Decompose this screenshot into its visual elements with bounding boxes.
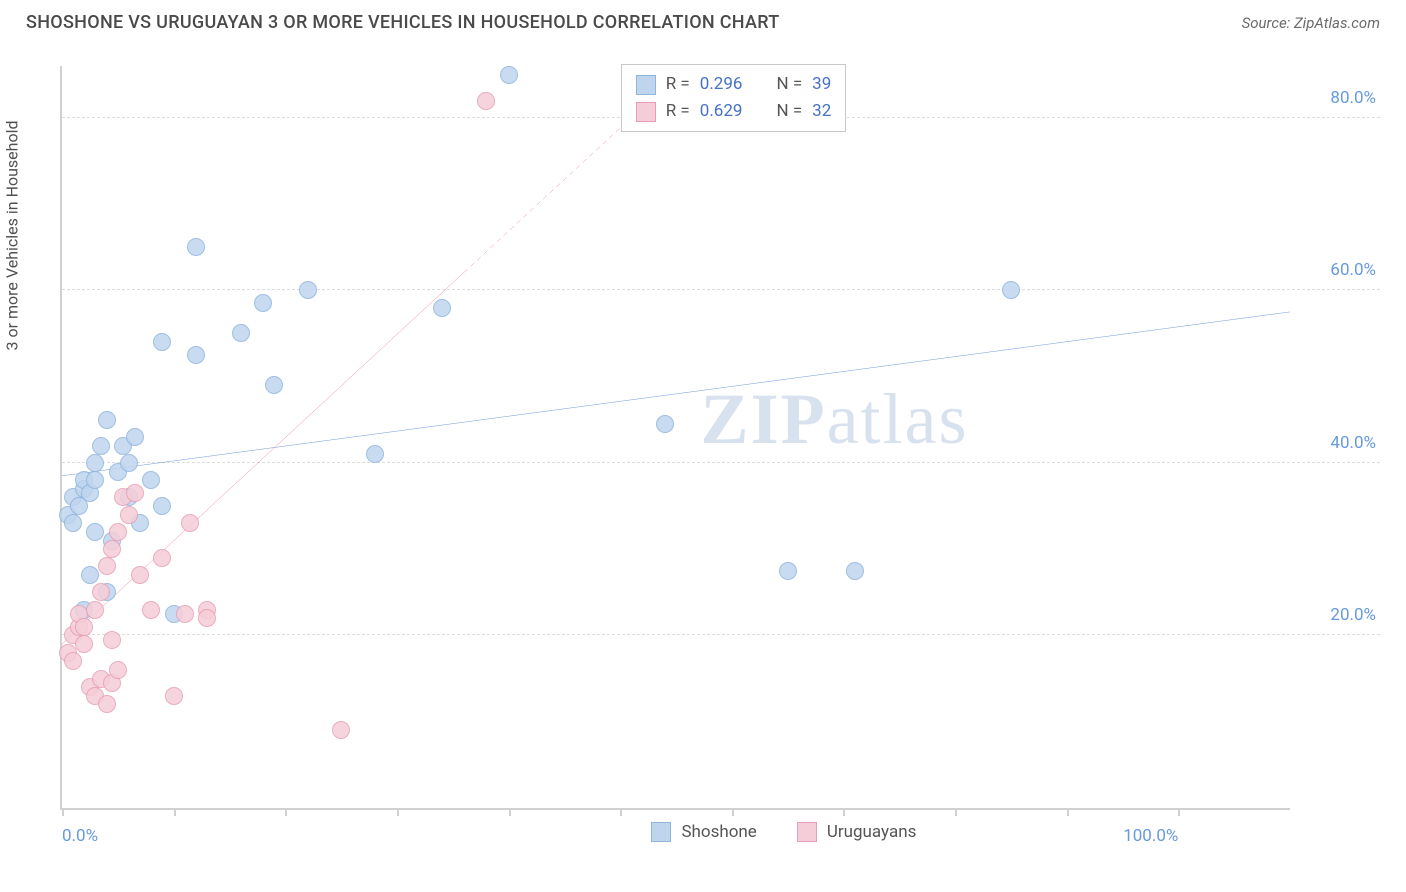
legend-r-label: R = <box>666 71 690 98</box>
y-tick-label: 60.0% <box>1330 260 1376 280</box>
scatter-points <box>62 66 1290 808</box>
x-tick <box>1178 808 1180 816</box>
scatter-point <box>187 346 205 364</box>
legend-series-label: Uruguayans <box>827 822 917 842</box>
scatter-point <box>232 324 250 342</box>
legend-series: Shoshone Uruguayans <box>651 822 916 842</box>
scatter-point <box>109 523 127 541</box>
scatter-point <box>75 618 93 636</box>
legend-swatch <box>651 822 671 842</box>
scatter-point <box>98 411 116 429</box>
x-tick <box>397 808 399 816</box>
scatter-point <box>86 601 104 619</box>
scatter-point <box>142 601 160 619</box>
scatter-point <box>86 523 104 541</box>
scatter-point <box>142 471 160 489</box>
legend-series-label: Shoshone <box>681 822 756 842</box>
x-tick <box>174 808 176 816</box>
scatter-point <box>198 609 216 627</box>
legend-r-label: R = <box>666 98 690 125</box>
scatter-point <box>187 238 205 256</box>
scatter-point <box>120 506 138 524</box>
scatter-point <box>433 299 451 317</box>
scatter-point <box>64 514 82 532</box>
legend-stats-row: R = 0.629 N = 32 <box>636 98 832 125</box>
scatter-point <box>299 281 317 299</box>
scatter-point <box>120 454 138 472</box>
scatter-point <box>153 549 171 567</box>
x-tick <box>843 808 845 816</box>
scatter-point <box>98 557 116 575</box>
x-tick <box>620 808 622 816</box>
y-axis-label: 3 or more Vehicles in Household <box>3 120 22 350</box>
legend-r-value: 0.629 <box>700 98 743 125</box>
legend-n-value: 39 <box>812 71 831 98</box>
legend-n-label: N = <box>776 98 802 125</box>
x-tick <box>732 808 734 816</box>
legend-stats: R = 0.296 N = 39 R = 0.629 N = 32 <box>621 64 847 132</box>
scatter-point <box>366 445 384 463</box>
plot-area: ZIPatlas 20.0%40.0%60.0%80.0%0.0%100.0% … <box>60 66 1290 810</box>
scatter-point <box>86 454 104 472</box>
scatter-point <box>656 415 674 433</box>
legend-n-value: 32 <box>812 98 831 125</box>
scatter-point <box>176 605 194 623</box>
legend-swatch <box>636 75 656 95</box>
scatter-point <box>126 428 144 446</box>
scatter-point <box>131 566 149 584</box>
scatter-point <box>103 540 121 558</box>
scatter-point <box>254 294 272 312</box>
scatter-point <box>181 514 199 532</box>
scatter-point <box>92 583 110 601</box>
legend-series-item: Shoshone <box>651 822 756 842</box>
x-tick <box>955 808 957 816</box>
x-tick-label: 0.0% <box>62 826 98 846</box>
legend-series-item: Uruguayans <box>797 822 917 842</box>
legend-n-label: N = <box>776 71 802 98</box>
scatter-point <box>779 562 797 580</box>
scatter-point <box>75 635 93 653</box>
scatter-point <box>846 562 864 580</box>
x-tick <box>1067 808 1069 816</box>
scatter-point <box>500 66 518 84</box>
legend-stats-row: R = 0.296 N = 39 <box>636 71 832 98</box>
scatter-point <box>153 497 171 515</box>
x-tick <box>62 808 64 816</box>
scatter-point <box>86 471 104 489</box>
y-tick-label: 20.0% <box>1330 605 1376 625</box>
scatter-point <box>1002 281 1020 299</box>
y-tick-label: 40.0% <box>1330 433 1376 453</box>
x-tick <box>285 808 287 816</box>
scatter-point <box>64 652 82 670</box>
scatter-point <box>92 437 110 455</box>
chart-source: Source: ZipAtlas.com <box>1242 14 1380 32</box>
scatter-point <box>126 484 144 502</box>
scatter-point <box>165 687 183 705</box>
scatter-point <box>265 376 283 394</box>
scatter-point <box>153 333 171 351</box>
scatter-point <box>109 661 127 679</box>
x-tick-label: 100.0% <box>1123 826 1178 846</box>
chart-header: SHOSHONE VS URUGUAYAN 3 OR MORE VEHICLES… <box>0 0 1406 41</box>
scatter-point <box>103 631 121 649</box>
x-tick <box>509 808 511 816</box>
scatter-point <box>332 721 350 739</box>
legend-swatch <box>797 822 817 842</box>
chart-container: 3 or more Vehicles in Household ZIPatlas… <box>26 50 1380 862</box>
y-tick-label: 80.0% <box>1330 88 1376 108</box>
legend-swatch <box>636 102 656 122</box>
legend-r-value: 0.296 <box>700 71 743 98</box>
scatter-point <box>477 92 495 110</box>
scatter-point <box>81 566 99 584</box>
chart-title: SHOSHONE VS URUGUAYAN 3 OR MORE VEHICLES… <box>26 12 780 33</box>
scatter-point <box>98 695 116 713</box>
